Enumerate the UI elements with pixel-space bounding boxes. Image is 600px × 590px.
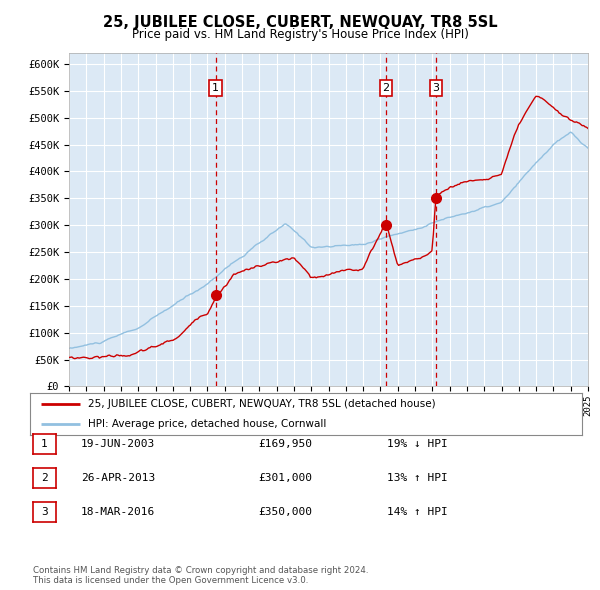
Text: £301,000: £301,000	[258, 473, 312, 483]
Text: 1: 1	[41, 439, 48, 448]
Text: Contains HM Land Registry data © Crown copyright and database right 2024.
This d: Contains HM Land Registry data © Crown c…	[33, 566, 368, 585]
Text: £169,950: £169,950	[258, 439, 312, 448]
Text: 14% ↑ HPI: 14% ↑ HPI	[387, 507, 448, 517]
Text: 2: 2	[382, 83, 389, 93]
Text: HPI: Average price, detached house, Cornwall: HPI: Average price, detached house, Corn…	[88, 419, 326, 429]
Text: 26-APR-2013: 26-APR-2013	[81, 473, 155, 483]
Text: 19% ↓ HPI: 19% ↓ HPI	[387, 439, 448, 448]
Text: 1: 1	[212, 83, 219, 93]
Text: Price paid vs. HM Land Registry's House Price Index (HPI): Price paid vs. HM Land Registry's House …	[131, 28, 469, 41]
Text: 25, JUBILEE CLOSE, CUBERT, NEWQUAY, TR8 5SL (detached house): 25, JUBILEE CLOSE, CUBERT, NEWQUAY, TR8 …	[88, 399, 436, 409]
Text: £350,000: £350,000	[258, 507, 312, 517]
Text: 3: 3	[41, 507, 48, 517]
Text: 13% ↑ HPI: 13% ↑ HPI	[387, 473, 448, 483]
Text: 25, JUBILEE CLOSE, CUBERT, NEWQUAY, TR8 5SL: 25, JUBILEE CLOSE, CUBERT, NEWQUAY, TR8 …	[103, 15, 497, 30]
Text: 3: 3	[433, 83, 439, 93]
Text: 18-MAR-2016: 18-MAR-2016	[81, 507, 155, 517]
Text: 2: 2	[41, 473, 48, 483]
Text: 19-JUN-2003: 19-JUN-2003	[81, 439, 155, 448]
